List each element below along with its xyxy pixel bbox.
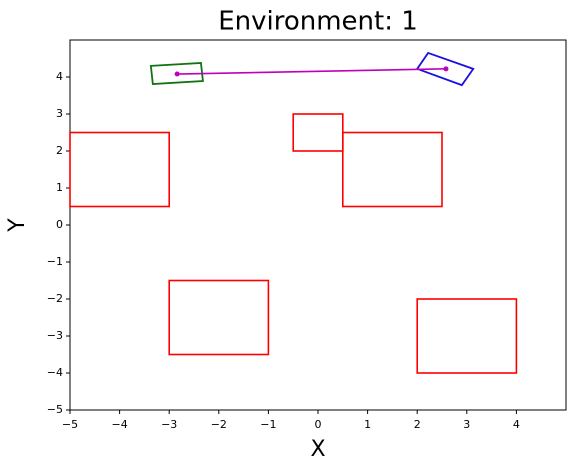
y-tick-label: −1 (47, 255, 63, 268)
x-tick-label: 4 (513, 418, 520, 431)
y-tick-label: 3 (56, 107, 63, 120)
obstacle (168, 279, 270, 356)
x-tick-label: 3 (463, 418, 470, 431)
obstacle (416, 298, 518, 374)
path-point (174, 71, 180, 77)
x-axis-label: X (310, 437, 325, 462)
vehicle (415, 51, 475, 87)
chart-title: Environment: 1 (218, 7, 418, 37)
x-tick-label: −1 (260, 418, 276, 431)
y-tick-label: 0 (56, 218, 63, 231)
y-tick-label: 2 (56, 144, 63, 157)
y-tick-label: 1 (56, 181, 63, 194)
y-tick-label: 4 (56, 70, 63, 83)
y-tick-label: −5 (47, 403, 63, 416)
y-tick-label: −2 (47, 292, 63, 305)
x-tick-label: 2 (414, 418, 421, 431)
obstacle (69, 131, 170, 208)
obstacle (292, 113, 344, 152)
obstacle (341, 131, 443, 208)
x-tick-label: 1 (364, 418, 371, 431)
x-tick-label: −5 (62, 418, 78, 431)
x-tick-label: −4 (111, 418, 127, 431)
x-tick-label: −2 (211, 418, 227, 431)
y-tick-label: −3 (47, 329, 63, 342)
path-line (177, 68, 446, 75)
path-point (443, 66, 449, 72)
y-tick-label: −4 (47, 366, 63, 379)
x-tick-label: 0 (315, 418, 322, 431)
x-tick-label: −3 (161, 418, 177, 431)
y-axis-label: Y (5, 218, 30, 233)
plot-frame (69, 39, 567, 411)
vehicle (149, 61, 204, 85)
